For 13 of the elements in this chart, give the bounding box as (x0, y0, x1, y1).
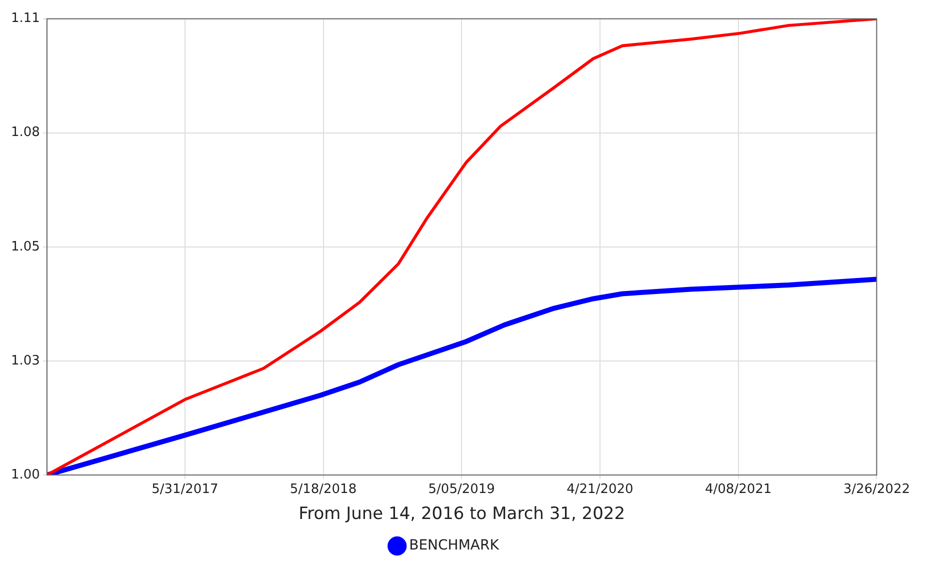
y-tick-label: 1.00 (10, 467, 40, 482)
x-axis-title: From June 14, 2016 to March 31, 2022 (298, 504, 626, 524)
y-tick-label: 1.05 (10, 239, 40, 254)
y-tick-label: 1.08 (10, 125, 40, 140)
y-tick-label: 1.11 (10, 11, 40, 26)
x-tick-label: 4/21/2020 (566, 482, 634, 498)
x-tick-label: 5/31/2017 (152, 482, 218, 498)
x-tick-label: 5/05/2019 (428, 482, 495, 498)
x-tick-label: 5/18/2018 (290, 482, 357, 498)
legend-label: BENCHMARK (409, 538, 500, 554)
x-tick-label: 3/26/2022 (843, 482, 910, 498)
y-tick-label: 1.03 (10, 353, 40, 368)
x-tick-label: 4/08/2021 (704, 482, 772, 498)
